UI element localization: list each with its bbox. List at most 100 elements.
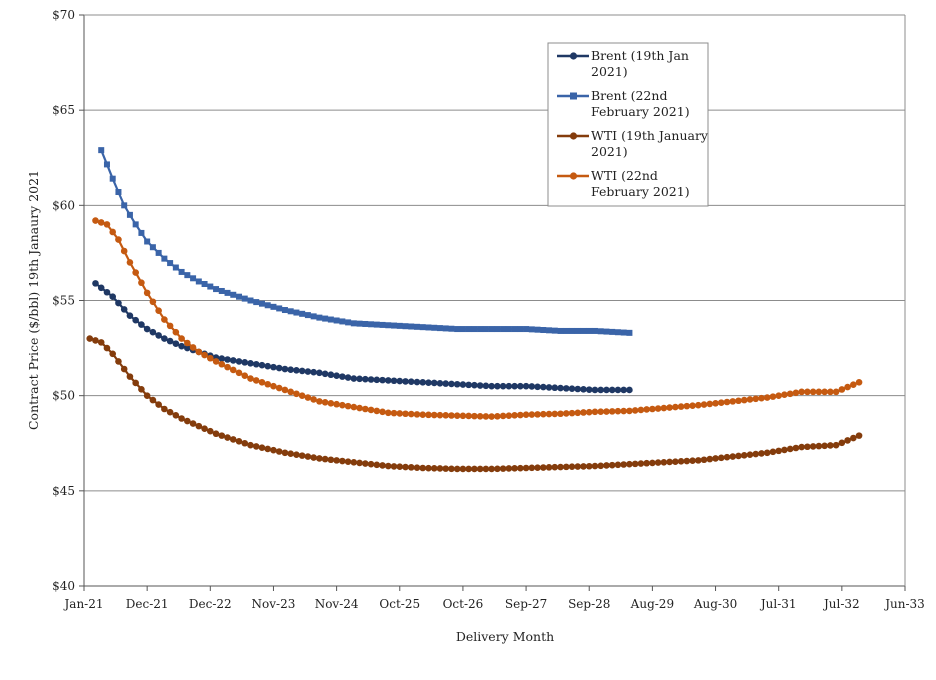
data-point — [92, 217, 99, 224]
data-point — [792, 389, 800, 397]
data-point — [132, 316, 139, 324]
data-point — [195, 278, 202, 285]
data-point — [723, 398, 731, 406]
data-point — [522, 464, 530, 472]
data-point — [207, 354, 214, 362]
data-point — [390, 377, 398, 385]
data-point — [178, 268, 185, 275]
data-point — [333, 457, 340, 464]
legend-label: WTI (22nd February 2021) — [591, 168, 690, 199]
data-point — [654, 405, 662, 412]
data-point — [591, 386, 599, 394]
data-point — [241, 439, 249, 447]
data-point — [384, 462, 392, 470]
data-point — [270, 303, 277, 310]
data-point — [844, 437, 851, 444]
legend: Brent (19th Jan 2021) Brent (22nd February … — [547, 42, 709, 207]
data-point — [402, 323, 409, 330]
x-tick-label: Jul-32 — [822, 597, 860, 611]
data-point — [689, 457, 696, 464]
data-point — [407, 378, 415, 386]
data-point — [517, 411, 524, 419]
data-point — [832, 441, 840, 449]
data-point — [132, 221, 139, 228]
data-point — [235, 358, 243, 365]
data-point — [482, 465, 490, 473]
data-point — [356, 375, 363, 383]
data-point — [413, 323, 420, 330]
legend-label: Brent (22nd February 2021) — [591, 88, 690, 119]
data-point — [752, 395, 760, 403]
data-point — [563, 327, 570, 334]
data-point — [546, 327, 553, 334]
data-point — [746, 451, 754, 458]
data-point — [224, 289, 231, 296]
data-point — [585, 462, 593, 470]
data-point — [362, 375, 369, 383]
data-point — [321, 370, 329, 378]
data-point — [855, 379, 863, 386]
y-tick-label: $70 — [52, 8, 75, 22]
series-line — [94, 282, 630, 392]
data-point — [557, 384, 564, 392]
data-point — [511, 465, 518, 472]
data-point — [436, 465, 444, 472]
data-point — [763, 449, 771, 457]
data-point — [809, 443, 817, 450]
data-point — [453, 465, 461, 473]
data-point — [322, 315, 329, 322]
data-point — [97, 284, 105, 292]
data-point — [213, 286, 220, 293]
data-point — [407, 410, 415, 418]
data-point — [229, 366, 237, 374]
data-point — [390, 409, 398, 417]
data-point — [407, 464, 415, 471]
data-point — [321, 399, 329, 406]
data-point — [218, 432, 226, 439]
data-point — [517, 464, 524, 472]
data-point — [161, 255, 168, 262]
legend-marker — [569, 52, 578, 60]
data-point — [184, 344, 191, 352]
data-point — [143, 392, 151, 399]
data-point — [115, 299, 122, 307]
data-point — [264, 380, 272, 388]
data-point — [631, 460, 639, 468]
data-point — [362, 320, 369, 327]
data-point — [585, 408, 593, 416]
data-point — [321, 455, 329, 463]
data-point — [569, 327, 576, 334]
data-point — [247, 441, 254, 449]
data-point — [281, 307, 288, 314]
data-point — [333, 372, 340, 379]
x-tick-label: Oct-25 — [379, 597, 420, 611]
data-point — [626, 386, 633, 394]
data-point — [804, 388, 811, 396]
data-point — [488, 413, 495, 420]
data-point — [235, 438, 243, 445]
data-point — [425, 411, 432, 419]
data-point — [545, 384, 553, 391]
data-point — [568, 385, 576, 392]
data-point — [482, 326, 489, 333]
data-point — [551, 327, 558, 334]
data-point — [212, 430, 220, 438]
data-point — [683, 402, 691, 410]
data-point — [511, 412, 518, 419]
data-point — [97, 219, 105, 226]
data-point — [649, 459, 656, 467]
data-point — [270, 363, 277, 371]
data-point — [109, 175, 116, 182]
data-point — [207, 283, 214, 290]
y-tick-label: $55 — [52, 294, 75, 308]
data-point — [620, 461, 627, 468]
data-point — [97, 339, 105, 346]
data-point — [241, 372, 249, 379]
x-tick-label: Nov-24 — [315, 597, 359, 611]
legend-item: WTI (22nd February 2021) — [557, 168, 690, 199]
data-point — [740, 396, 748, 404]
data-point — [281, 386, 289, 394]
data-point — [413, 464, 421, 471]
data-point — [379, 321, 386, 328]
data-point — [574, 409, 582, 417]
